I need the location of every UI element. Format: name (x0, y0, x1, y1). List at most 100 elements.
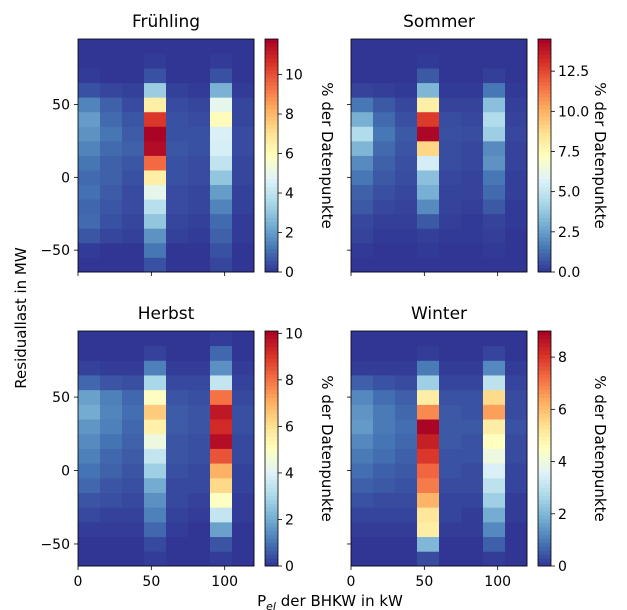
colorbar-segment (538, 417, 551, 422)
colorbar-segment (265, 464, 278, 469)
colorbar-segment (538, 171, 551, 176)
heatmap-cell (483, 477, 506, 493)
colorbar-segment (265, 108, 278, 114)
heatmap-cell (373, 389, 396, 405)
heatmap-cell (166, 126, 189, 142)
heatmap-cell (373, 463, 396, 479)
colorbar-segment (538, 334, 551, 340)
heatmap-cell (417, 257, 440, 273)
heatmap-cell (395, 477, 418, 493)
heatmap-cell (351, 551, 374, 567)
heatmap-cell (144, 126, 167, 142)
heatmap-cell (166, 463, 189, 479)
heatmap-cell (417, 375, 440, 391)
colorbar-segment (265, 448, 278, 453)
heatmap-cell (461, 97, 484, 113)
heatmap-cell (351, 82, 374, 98)
heatmap-cell (373, 404, 396, 420)
heatmap-cell (210, 257, 233, 273)
heatmap-cell (395, 39, 418, 54)
colorbar-segment (538, 413, 551, 418)
heatmap-cell (210, 228, 233, 244)
heatmap-cell (461, 111, 484, 127)
heatmap-cell (417, 331, 440, 347)
colorbar-segment (538, 366, 551, 371)
colorbar-tick-label: 0 (285, 265, 294, 281)
heatmap-cell (122, 404, 145, 420)
heatmap-cell (188, 140, 211, 156)
colorbar-segment (538, 221, 551, 226)
colorbar-segment (265, 370, 278, 375)
heatmap-cell (483, 551, 506, 567)
heatmap-cell (373, 360, 396, 376)
heatmap-cell (439, 213, 462, 229)
heatmap-cell (505, 184, 528, 200)
colorbar-tick-label: 10 (285, 326, 303, 342)
heatmap-cell (188, 419, 211, 435)
heatmap-cell (373, 228, 396, 244)
heatmap-cell (188, 404, 211, 420)
heatmap-cell (505, 448, 528, 464)
heatmap-cell (144, 345, 167, 361)
heatmap-cell (373, 433, 396, 449)
heatmap-cell (122, 375, 145, 391)
heatmap-cell (417, 213, 440, 229)
colorbar-segment (265, 155, 278, 160)
colorbar-segment (265, 562, 278, 567)
colorbar-segment (265, 81, 278, 86)
x-tick-label: 100 (484, 574, 511, 590)
heatmap-cell (483, 360, 506, 376)
colorbar-segment (538, 194, 551, 199)
heatmap-cell (210, 448, 233, 464)
colorbar-segment (538, 538, 551, 543)
heatmap-cell (439, 199, 462, 215)
heatmap-cell (461, 360, 484, 376)
colorbar-segment (538, 389, 551, 395)
heatmap-cell (188, 82, 211, 98)
colorbar-segment (538, 331, 551, 336)
heatmap-cell (210, 360, 233, 376)
colorbar-segment (538, 93, 551, 98)
heatmap-cell (461, 389, 484, 405)
colorbar-segment (538, 42, 551, 48)
colorbar-segment (265, 252, 278, 257)
colorbar-segment (538, 159, 551, 164)
x-axis-label-subscript: el (266, 600, 276, 610)
heatmap-cell (483, 111, 506, 127)
heatmap-cell (373, 213, 396, 229)
heatmap-cell (439, 477, 462, 493)
heatmap-cell (351, 389, 374, 405)
heatmap-cell (395, 404, 418, 420)
heatmap-cell (351, 477, 374, 493)
colorbar-segment (538, 136, 551, 141)
colorbar-segment (538, 354, 551, 359)
heatmap-cell (461, 39, 484, 54)
heatmap-cell (483, 140, 506, 156)
heatmap-panel-sommer: Sommer 0.0 2.5 5.0 7.5 10.0 12.5% der Datenpun… (347, 12, 609, 281)
colorbar-segment (265, 268, 278, 273)
heatmap-cell (417, 39, 440, 54)
heatmap-cell (373, 536, 396, 552)
heatmap-cell (439, 126, 462, 142)
heatmap-cell (505, 53, 528, 69)
heatmap-cell (210, 140, 233, 156)
heatmap-cell (144, 360, 167, 376)
y-tick-label: −50 (40, 537, 70, 553)
heatmap-cell (439, 389, 462, 405)
heatmap-cell (351, 536, 374, 552)
heatmap-cell (210, 492, 233, 508)
colorbar-segment (265, 530, 278, 536)
panel-title: Winter (411, 304, 467, 324)
heatmap-cell (144, 82, 167, 98)
heatmap-cell (483, 448, 506, 464)
heatmap-cell (166, 492, 189, 508)
colorbar-segment (265, 397, 278, 402)
heatmap-cell (100, 242, 123, 258)
colorbar-segment (538, 124, 551, 129)
heatmap-cell (395, 551, 418, 567)
heatmap-cell (351, 155, 374, 171)
heatmap-cell (373, 551, 396, 567)
colorbar-label: % der Datenpunkte (318, 82, 336, 228)
colorbar-segment (265, 483, 278, 489)
colorbar-tick-label: 7.5 (558, 144, 580, 160)
